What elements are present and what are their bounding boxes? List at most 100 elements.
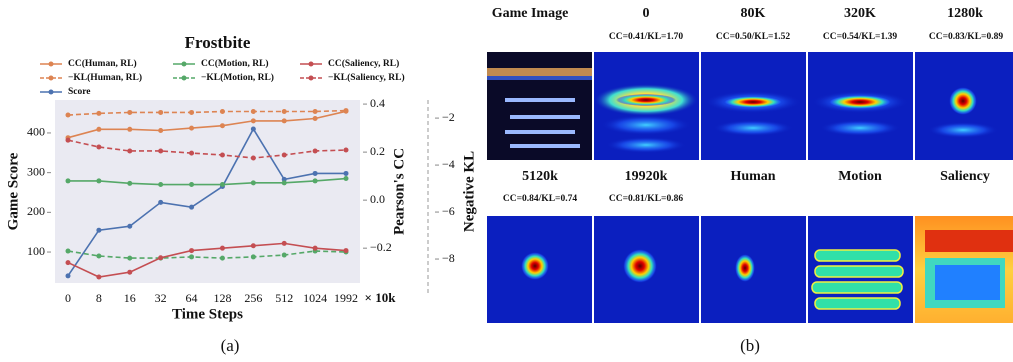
- marker: [127, 148, 132, 153]
- score-label: CC=0.54/KL=1.39: [823, 32, 897, 42]
- figure: Game Image 0 80K 320K 1280k CC=0.41/KL=1…: [0, 0, 1013, 362]
- marker: [189, 110, 194, 115]
- marker: [158, 255, 163, 260]
- y-axis-label: Game Score: [5, 152, 21, 230]
- y-tick-label: −0.2: [370, 240, 392, 254]
- column-header: 80K: [741, 6, 766, 21]
- legend-label: −KL(Saliency, RL): [328, 72, 405, 83]
- marker: [127, 181, 132, 186]
- legend-marker: [309, 76, 314, 81]
- marker: [127, 127, 132, 132]
- y-tick-label: −4: [442, 157, 455, 171]
- column-header: Human: [730, 169, 775, 184]
- legend-marker: [49, 62, 54, 67]
- marker: [282, 152, 287, 157]
- x-unit: × 10k: [365, 290, 397, 305]
- x-tick-label: 1992: [334, 291, 358, 305]
- legend-label: −KL(Motion, RL): [201, 72, 274, 83]
- marker: [96, 274, 101, 279]
- score-label: CC=0.83/KL=0.89: [929, 32, 1003, 42]
- marker: [66, 138, 71, 143]
- marker: [313, 178, 318, 183]
- marker: [251, 126, 256, 131]
- marker: [96, 228, 101, 233]
- marker: [189, 151, 194, 156]
- marker: [66, 260, 71, 265]
- marker: [313, 171, 318, 176]
- x-tick-label: 128: [213, 291, 231, 305]
- y3-axis-label: Negative KL: [461, 151, 477, 232]
- marker: [220, 182, 225, 187]
- marker: [189, 248, 194, 253]
- score-label: CC=0.84/KL=0.74: [503, 194, 577, 204]
- marker: [189, 205, 194, 210]
- caption: (a): [221, 336, 240, 355]
- marker: [313, 148, 318, 153]
- marker: [158, 148, 163, 153]
- marker: [158, 128, 163, 133]
- marker: [96, 178, 101, 183]
- marker: [282, 109, 287, 114]
- marker: [344, 176, 349, 181]
- legend-label: CC(Motion, RL): [201, 58, 269, 69]
- x-tick-label: 256: [244, 291, 262, 305]
- marker: [189, 126, 194, 131]
- marker: [66, 113, 71, 118]
- x-tick-label: 512: [275, 291, 293, 305]
- heatmap-grid: [487, 52, 1013, 323]
- marker: [282, 241, 287, 246]
- marker: [189, 182, 194, 187]
- marker: [251, 156, 256, 161]
- marker: [344, 248, 349, 253]
- marker: [127, 110, 132, 115]
- legend-label: Score: [68, 87, 91, 97]
- y-tick-label: 100: [27, 244, 45, 258]
- score-label: CC=0.81/KL=0.86: [609, 194, 683, 204]
- x-axis-label: Time Steps: [172, 306, 243, 322]
- marker: [251, 109, 256, 114]
- marker: [96, 144, 101, 149]
- page: Game Image 0 80K 320K 1280k CC=0.41/KL=1…: [0, 0, 1013, 362]
- marker: [344, 148, 349, 153]
- x-tick-label: 64: [186, 291, 198, 305]
- y-tick-label: −8: [442, 251, 455, 265]
- marker: [158, 182, 163, 187]
- score-label: CC=0.41/KL=1.70: [609, 32, 683, 42]
- marker: [251, 254, 256, 259]
- marker: [127, 256, 132, 261]
- x-tick-label: 32: [155, 291, 167, 305]
- y-tick-label: 0.0: [370, 192, 385, 206]
- y-tick-label: 300: [27, 164, 45, 178]
- marker: [127, 224, 132, 229]
- marker: [66, 273, 71, 278]
- x-tick-label: 1024: [303, 291, 327, 305]
- marker: [220, 123, 225, 128]
- score-label: CC=0.50/KL=1.52: [716, 32, 790, 42]
- marker: [344, 171, 349, 176]
- x-tick-label: 8: [96, 291, 102, 305]
- column-header: 19920k: [625, 169, 668, 184]
- marker: [251, 118, 256, 123]
- marker: [313, 246, 318, 251]
- y-tick-label: −6: [442, 204, 455, 218]
- marker: [282, 180, 287, 185]
- legend-marker: [182, 76, 187, 81]
- legend-marker: [309, 62, 314, 67]
- marker: [220, 256, 225, 261]
- x-tick-label: 16: [124, 291, 136, 305]
- marker: [220, 152, 225, 157]
- legend-marker: [182, 62, 187, 67]
- y2-axis-label: Pearson's CC: [391, 148, 407, 235]
- marker: [344, 108, 349, 113]
- column-header: 0: [643, 6, 650, 21]
- legend-label: CC(Saliency, RL): [328, 58, 399, 69]
- column-header: Saliency: [940, 169, 990, 184]
- x-tick-label: 0: [65, 291, 71, 305]
- legend-label: CC(Human, RL): [68, 58, 137, 69]
- y-tick-label: −2: [442, 110, 455, 124]
- marker: [313, 116, 318, 121]
- y-tick-label: 200: [27, 204, 45, 218]
- marker: [127, 270, 132, 275]
- column-header: Motion: [838, 169, 882, 184]
- marker: [251, 180, 256, 185]
